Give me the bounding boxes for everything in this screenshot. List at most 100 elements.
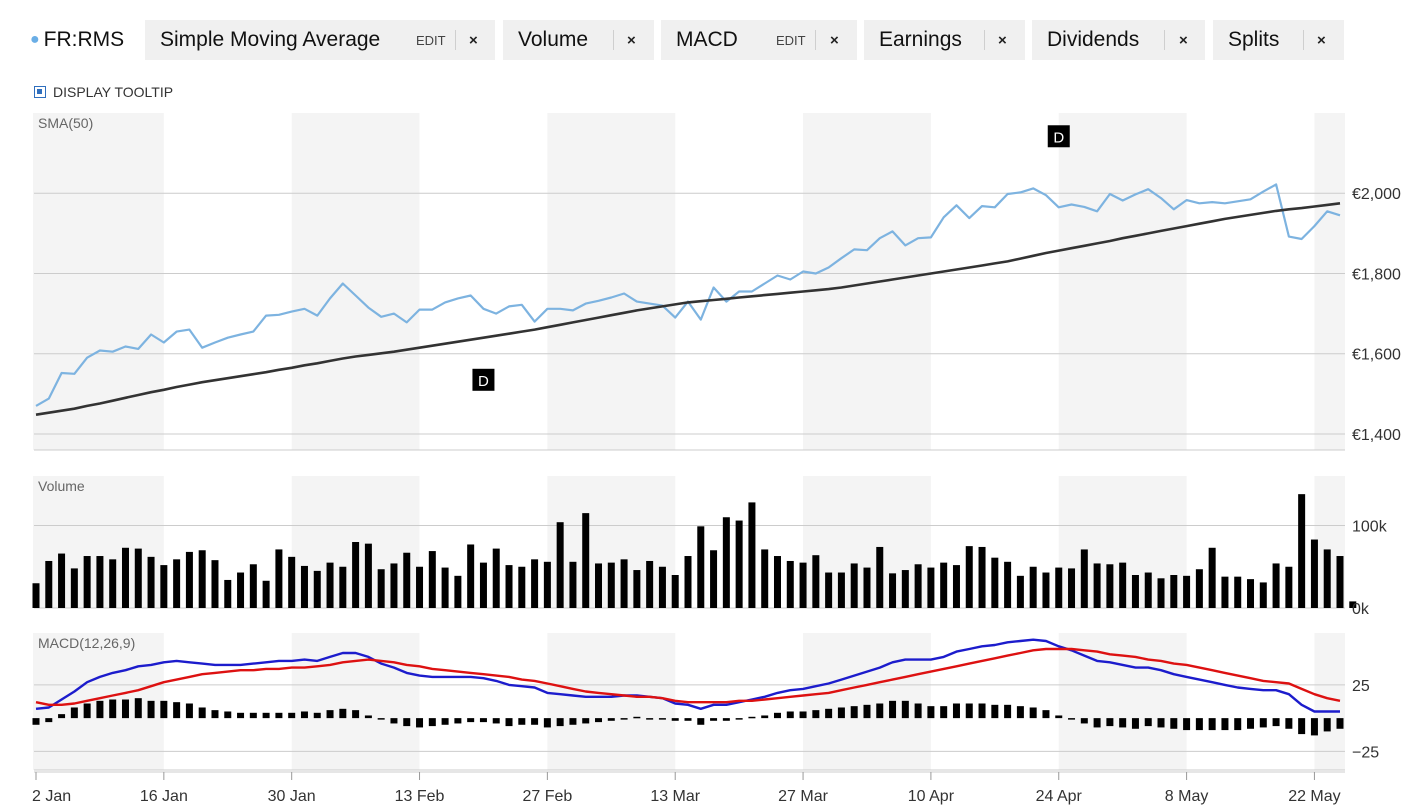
volume-bar	[1157, 578, 1165, 608]
chip-earnings[interactable]: Earnings ×	[864, 20, 1025, 60]
volume-bar	[569, 561, 577, 608]
volume-bar	[134, 548, 142, 608]
macd-histogram-bar	[1131, 718, 1139, 729]
volume-bar	[1131, 575, 1139, 608]
chip-sma-close-icon[interactable]: ×	[469, 31, 478, 49]
macd-histogram-bar	[441, 718, 449, 725]
volume-bar	[352, 542, 360, 608]
dividend-marker-box	[1047, 125, 1070, 148]
volume-bar	[237, 572, 245, 608]
chip-sma[interactable]: Simple Moving Average EDIT ×	[145, 20, 495, 60]
volume-bar	[1183, 575, 1191, 608]
volume-bar	[518, 566, 526, 608]
chip-volume[interactable]: Volume ×	[503, 20, 654, 60]
x-tick-label: 13 Mar	[650, 788, 700, 805]
dividend-marker[interactable]: D	[1047, 125, 1070, 148]
chip-volume-label: Volume	[518, 28, 589, 51]
macd-histogram-bar	[901, 700, 909, 719]
macd-histogram-bar	[147, 700, 155, 719]
chip-dividends-close-icon[interactable]: ×	[1179, 31, 1188, 49]
volume-bar	[173, 559, 181, 608]
panel-title-sma: SMA(50)	[38, 115, 93, 131]
volume-bar	[441, 567, 449, 608]
display-tooltip-toggle[interactable]: DISPLAY TOOLTIP	[34, 84, 173, 100]
volume-bar	[658, 566, 666, 608]
volume-bar	[952, 565, 960, 608]
volume-bar	[492, 548, 500, 608]
volume-bar	[812, 555, 820, 608]
macd-histogram-bar	[773, 712, 781, 719]
volume-bar	[582, 513, 590, 608]
volume-bar	[1080, 549, 1088, 608]
volume-bar	[633, 570, 641, 608]
chip-macd-edit[interactable]: EDIT	[776, 32, 806, 48]
chip-macd[interactable]: MACD EDIT ×	[661, 20, 857, 60]
chip-splits-close-icon[interactable]: ×	[1317, 31, 1326, 49]
macd-histogram-bar	[722, 718, 730, 721]
macd-histogram-bar	[58, 714, 66, 719]
volume-bar	[1106, 564, 1114, 608]
macd-histogram-bar	[390, 718, 398, 724]
checkbox-icon[interactable]	[34, 86, 46, 98]
macd-histogram-bar	[1183, 718, 1191, 731]
dividend-marker-label: D	[1053, 129, 1064, 146]
macd-histogram-bar	[1042, 710, 1050, 719]
volume-bar	[45, 560, 53, 608]
series-dot-icon: ●	[30, 31, 40, 48]
macd-histogram-bar	[671, 718, 679, 721]
volume-bar	[313, 570, 321, 608]
volume-bar	[390, 563, 398, 608]
macd-histogram-bar	[1144, 718, 1152, 727]
macd-histogram-bar	[198, 707, 206, 719]
chip-dividends-label: Dividends	[1047, 28, 1140, 51]
volume-bar	[479, 562, 487, 608]
x-tick-label: 2 Jan	[32, 788, 71, 805]
chart-marks: DD	[32, 125, 1357, 736]
macd-histogram-bar	[1055, 715, 1063, 719]
y-tick-label: €1,800	[1352, 266, 1401, 283]
macd-histogram-bar	[710, 718, 718, 721]
chip-volume-close-icon[interactable]: ×	[627, 31, 636, 49]
macd-histogram-bar	[876, 703, 884, 719]
chip-earnings-label: Earnings	[879, 28, 962, 51]
macd-histogram-bar	[96, 700, 104, 719]
chip-macd-close-icon[interactable]: ×	[830, 31, 839, 49]
sma-line	[35, 202, 1341, 416]
macd-histogram-bar	[978, 703, 986, 719]
chip-divider	[455, 30, 456, 50]
x-tick-label: 27 Mar	[778, 788, 828, 805]
macd-histogram-bar	[1298, 718, 1306, 735]
y-tick-label: 25	[1352, 678, 1370, 695]
chip-earnings-close-icon[interactable]: ×	[998, 31, 1007, 49]
volume-bar	[1170, 575, 1178, 608]
macd-histogram-bar	[70, 707, 78, 719]
macd-histogram-bar	[262, 712, 270, 719]
volume-bar	[1310, 539, 1318, 608]
dividend-marker[interactable]: D	[472, 368, 495, 391]
macd-histogram-bar	[965, 703, 973, 719]
macd-histogram-bar	[1080, 718, 1088, 724]
chip-dividends[interactable]: Dividends ×	[1032, 20, 1205, 60]
symbol-label[interactable]: ● FR:RMS	[30, 28, 124, 52]
y-tick-label: €1,600	[1352, 347, 1401, 364]
macd-histogram-bar	[1272, 718, 1280, 727]
volume-bar	[403, 552, 411, 608]
volume-bar	[121, 547, 129, 608]
volume-bar	[185, 551, 193, 608]
macd-histogram-bar	[1221, 718, 1229, 731]
chip-sma-edit[interactable]: EDIT	[416, 32, 446, 48]
volume-bar	[1016, 575, 1024, 608]
volume-bar	[58, 553, 66, 608]
volume-bar	[799, 562, 807, 608]
macd-histogram-bar	[646, 718, 654, 720]
volume-bar	[543, 561, 551, 608]
macd-histogram-bar	[1234, 718, 1242, 731]
volume-bar	[735, 520, 743, 608]
volume-bar	[620, 559, 628, 608]
macd-histogram-bar	[300, 711, 308, 719]
chip-splits[interactable]: Splits ×	[1213, 20, 1344, 60]
time-band	[803, 113, 931, 450]
macd-histogram-bar	[658, 718, 666, 720]
macd-histogram-bar	[1336, 718, 1344, 729]
